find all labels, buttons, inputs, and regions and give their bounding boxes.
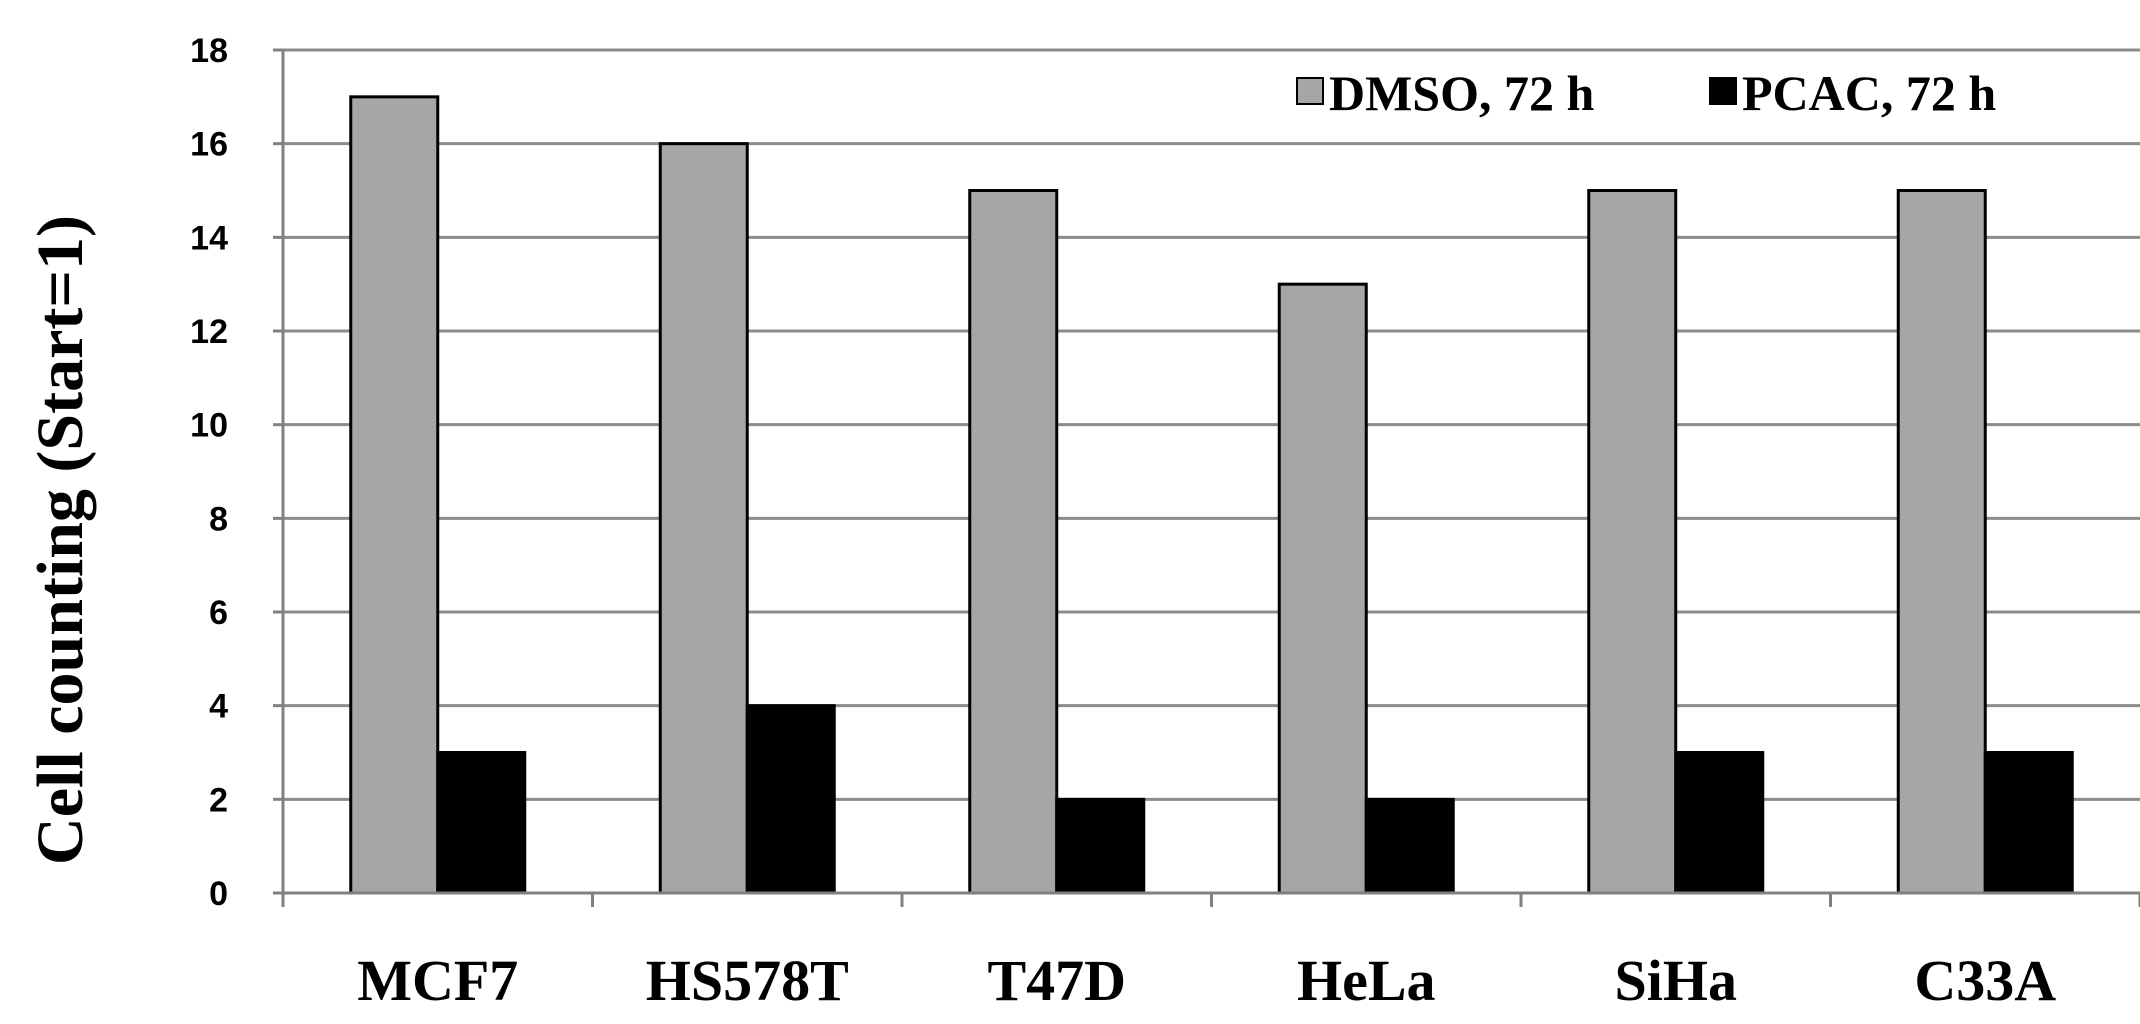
bar-dmso-t47d — [968, 189, 1059, 895]
y-tick-label: 14 — [190, 219, 228, 257]
y-axis-title: Cell counting (Start=1) — [24, 215, 97, 865]
bar-dmso-siha — [1587, 189, 1678, 895]
bar-dmso-mcf7 — [349, 95, 440, 895]
legend-label-dmso: DMSO, 72 h — [1329, 65, 1595, 121]
x-category-label: C33A — [1914, 948, 2056, 1013]
y-tick-label: 4 — [209, 688, 228, 726]
bar-pcac-hs578t — [745, 704, 836, 895]
bar-pcac-mcf7 — [436, 751, 527, 895]
x-category-label: HS578T — [646, 948, 849, 1013]
y-tick-label: 0 — [209, 875, 228, 913]
x-category-label: T47D — [987, 948, 1126, 1013]
gridlines — [283, 48, 2140, 801]
legend: DMSO, 72 h PCAC, 72 h — [1296, 65, 1996, 121]
y-tick-labels: 0 2 4 6 8 10 12 14 16 18 — [190, 32, 228, 913]
y-tick-label: 8 — [209, 500, 228, 538]
bar-pcac-siha — [1674, 751, 1765, 895]
bar-pcac-c33a — [1983, 751, 2074, 895]
y-tick-label: 18 — [190, 32, 228, 70]
y-tick-label: 12 — [190, 313, 228, 351]
x-category-labels: MCF7 HS578T T47D HeLa SiHa C33A — [357, 948, 2056, 1013]
y-tick-label: 16 — [190, 126, 228, 164]
axes — [273, 48, 2140, 907]
bar-dmso-hs578t — [658, 142, 749, 895]
bars — [349, 95, 2074, 895]
x-category-label: HeLa — [1297, 948, 1436, 1013]
legend-swatch-dmso — [1296, 77, 1324, 105]
x-category-label: MCF7 — [357, 948, 518, 1013]
legend-swatch-pcac — [1709, 77, 1737, 105]
bar-pcac-hela — [1364, 797, 1455, 895]
y-tick-label: 2 — [209, 781, 228, 819]
legend-label-pcac: PCAC, 72 h — [1742, 65, 1996, 121]
y-tick-label: 6 — [209, 594, 228, 632]
bar-dmso-c33a — [1896, 189, 1987, 895]
x-category-label: SiHa — [1615, 948, 1738, 1013]
bar-pcac-t47d — [1055, 797, 1146, 895]
y-tick-label: 10 — [190, 407, 228, 445]
bar-dmso-hela — [1277, 282, 1368, 895]
